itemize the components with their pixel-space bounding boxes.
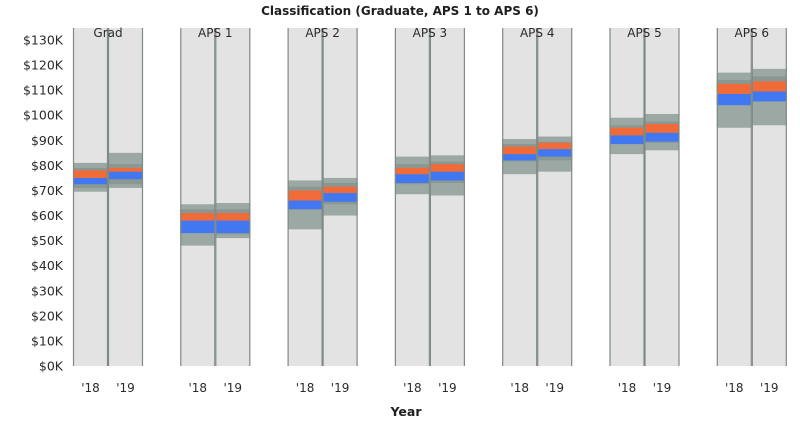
x-tick-label: '19 xyxy=(545,381,564,395)
orange-segment xyxy=(73,170,108,178)
y-tick-label: $40K xyxy=(31,258,64,273)
blue-segment xyxy=(716,93,752,106)
column-background xyxy=(215,28,251,366)
column-background xyxy=(180,28,216,366)
y-tick-label: $70K xyxy=(31,183,64,198)
column-background xyxy=(537,28,573,366)
orange-segment xyxy=(108,167,143,172)
orange-segment xyxy=(394,167,430,175)
y-tick-label: $30K xyxy=(31,283,64,298)
x-tick-label: '19 xyxy=(760,381,779,395)
y-tick-label: $100K xyxy=(23,108,64,123)
y-tick-label: $0K xyxy=(39,359,64,374)
blue-segment xyxy=(73,177,108,185)
y-tick-label: $60K xyxy=(31,208,64,223)
x-tick-label: '18 xyxy=(189,381,208,395)
orange-segment xyxy=(716,83,752,94)
column-aps-5-2018 xyxy=(609,28,645,366)
column-aps-3-2019 xyxy=(429,28,465,366)
column-background xyxy=(609,28,645,366)
column-background xyxy=(429,28,465,366)
column-aps-2-2018 xyxy=(287,28,323,366)
blue-segment xyxy=(180,220,216,234)
blue-segment xyxy=(502,154,538,161)
chart-title: Classification (Graduate, APS 1 to APS 6… xyxy=(261,4,539,18)
column-aps-1-2018 xyxy=(180,28,216,366)
blue-segment xyxy=(644,132,680,142)
group-label-aps-1: APS 1 xyxy=(198,26,233,40)
column-aps-3-2018 xyxy=(394,28,430,366)
group-label-aps-2: APS 2 xyxy=(305,26,340,40)
orange-segment xyxy=(429,164,465,172)
x-tick-label: '18 xyxy=(403,381,422,395)
orange-segment xyxy=(215,213,251,221)
column-background xyxy=(73,28,108,366)
orange-segment xyxy=(644,124,680,133)
column-aps-4-2019 xyxy=(537,28,573,366)
x-tick-label: '19 xyxy=(224,381,243,395)
y-tick-label: $50K xyxy=(31,233,64,248)
group-label-aps-3: APS 3 xyxy=(413,26,448,40)
column-background xyxy=(394,28,430,366)
y-tick-label: $130K xyxy=(23,33,64,48)
orange-segment xyxy=(537,142,573,150)
orange-segment xyxy=(751,81,787,92)
x-axis-label: Year xyxy=(390,404,423,419)
orange-segment xyxy=(322,186,358,193)
y-axis: $0K $10K $20K $30K $40K $50K $60K $70K $80K $90K $… xyxy=(23,33,64,374)
column-aps-1-2019 xyxy=(215,28,251,366)
blue-segment xyxy=(215,220,251,234)
column-background xyxy=(644,28,680,366)
y-tick-label: $110K xyxy=(23,83,64,98)
blue-segment xyxy=(537,149,573,157)
y-tick-label: $90K xyxy=(31,133,64,148)
orange-segment xyxy=(180,213,216,221)
orange-segment xyxy=(609,127,645,136)
y-tick-label: $20K xyxy=(31,308,64,323)
column-aps-6-2019 xyxy=(751,28,787,366)
blue-segment xyxy=(751,91,787,102)
group-label-aps-6: APS 6 xyxy=(735,26,770,40)
x-tick-label: '19 xyxy=(116,381,135,395)
x-tick-label: '18 xyxy=(296,381,315,395)
x-tick-label: '19 xyxy=(653,381,672,395)
column-aps-2-2019 xyxy=(322,28,358,366)
column-grad-2018 xyxy=(72,28,109,366)
orange-segment xyxy=(502,146,538,155)
orange-segment xyxy=(287,190,323,201)
blue-segment xyxy=(429,171,465,181)
x-axis: Grad '18 '19 APS 1 '18 '19 APS 2 '18 '19 APS 3 '18… xyxy=(81,26,778,395)
blue-segment xyxy=(609,135,645,145)
column-grad-2019 xyxy=(107,28,144,366)
x-tick-label: '19 xyxy=(331,381,350,395)
y-tick-label: $120K xyxy=(23,58,64,73)
blue-segment xyxy=(287,200,323,210)
column-background xyxy=(108,28,143,366)
x-tick-label: '18 xyxy=(81,381,100,395)
column-aps-4-2018 xyxy=(502,28,538,366)
group-label-grad: Grad xyxy=(93,26,122,40)
column-aps-5-2019 xyxy=(644,28,680,366)
y-tick-label: $10K xyxy=(31,333,64,348)
column-background xyxy=(502,28,538,366)
blue-segment xyxy=(108,171,143,180)
x-tick-label: '18 xyxy=(510,381,529,395)
x-tick-label: '18 xyxy=(725,381,744,395)
group-label-aps-4: APS 4 xyxy=(520,26,555,40)
y-tick-label: $80K xyxy=(31,158,64,173)
chart-columns xyxy=(72,28,787,366)
column-aps-6-2018 xyxy=(716,28,752,366)
blue-segment xyxy=(394,174,430,183)
blue-segment xyxy=(322,192,358,202)
x-tick-label: '18 xyxy=(618,381,637,395)
group-label-aps-5: APS 5 xyxy=(627,26,662,40)
x-tick-label: '19 xyxy=(438,381,457,395)
